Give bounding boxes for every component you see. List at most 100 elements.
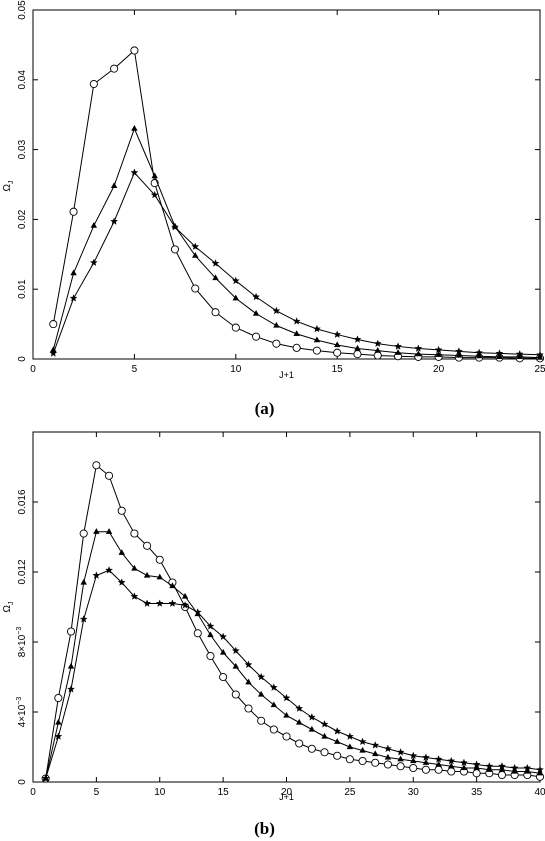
series-circle	[41, 461, 545, 783]
data-point	[475, 352, 483, 359]
data-point	[54, 732, 63, 740]
data-point	[396, 762, 405, 771]
data-point	[252, 292, 261, 301]
data-point	[206, 622, 215, 630]
data-point	[69, 294, 78, 302]
data-point	[80, 578, 87, 585]
data-point	[353, 335, 362, 343]
data-point	[131, 125, 138, 131]
data-point	[371, 741, 380, 749]
y-tick-label: 0.012	[17, 559, 28, 584]
data-point	[257, 672, 266, 681]
series-line	[52, 171, 541, 356]
data-point	[169, 582, 176, 589]
data-point	[245, 678, 252, 685]
data-point	[333, 738, 341, 744]
data-point	[92, 571, 101, 579]
series-line	[45, 464, 541, 779]
data-point	[536, 350, 544, 359]
data-point	[155, 599, 164, 607]
data-point	[333, 330, 342, 338]
data-point	[231, 276, 240, 285]
data-point	[333, 348, 342, 357]
data-point	[333, 751, 342, 760]
data-point	[193, 629, 202, 638]
data-point	[415, 350, 422, 357]
data-point	[54, 693, 63, 703]
data-point	[191, 242, 200, 250]
data-point	[422, 759, 430, 765]
data-point	[55, 718, 62, 725]
data-point	[252, 332, 261, 341]
data-point	[510, 763, 519, 772]
x-tick-label: 30	[408, 787, 420, 798]
data-point	[231, 323, 240, 332]
data-point	[292, 317, 301, 325]
data-point	[414, 344, 423, 352]
data-point	[232, 294, 240, 301]
data-point	[41, 774, 50, 782]
data-point	[105, 528, 113, 534]
data-point	[307, 713, 316, 721]
y-tick-exponent: −3	[16, 697, 23, 705]
data-point	[283, 711, 290, 718]
data-point	[394, 349, 402, 355]
data-point	[295, 718, 303, 725]
series-line	[45, 531, 541, 779]
data-point	[206, 651, 215, 661]
data-point	[346, 743, 354, 750]
data-point	[320, 720, 329, 728]
x-tick-label: 0	[30, 364, 36, 375]
data-point	[269, 683, 278, 691]
data-point	[354, 344, 361, 351]
x-tick-label: 25	[534, 364, 545, 375]
data-point	[345, 732, 354, 740]
chart-panel-a: 0 5 10 15 20 25 0 0.01 0.02 0.03 0.04 0.05 J+1 ΩJ (a)	[2, 0, 545, 418]
data-point	[192, 252, 199, 258]
data-point	[497, 762, 506, 770]
x-tick-label: 10	[154, 787, 166, 798]
data-point	[384, 753, 392, 760]
data-point	[252, 310, 260, 316]
y-tick-label: 0.016	[17, 489, 28, 514]
data-point	[244, 704, 253, 713]
data-point	[373, 339, 382, 348]
data-point	[409, 763, 418, 773]
data-point	[486, 766, 493, 772]
x-tick-label: 25	[344, 787, 356, 798]
data-point	[130, 592, 139, 600]
data-point	[511, 767, 518, 774]
data-point	[151, 172, 158, 179]
data-point	[498, 766, 506, 772]
data-point	[191, 284, 200, 293]
data-point	[207, 631, 214, 638]
data-point	[374, 347, 381, 353]
data-point	[257, 690, 265, 697]
data-point	[435, 351, 442, 357]
data-point	[130, 529, 139, 538]
data-point	[434, 345, 443, 354]
data-point	[536, 769, 544, 776]
x-tick-label: 40	[534, 787, 545, 798]
data-point	[312, 346, 321, 355]
data-point	[435, 760, 442, 767]
y-tick-label: 0.02	[17, 209, 28, 229]
series-star	[49, 168, 544, 359]
data-point	[181, 601, 190, 609]
data-point	[373, 351, 382, 360]
data-point	[170, 245, 180, 254]
data-point	[308, 725, 316, 732]
panel-label: (b)	[254, 819, 275, 838]
data-point	[143, 599, 152, 607]
data-point	[313, 336, 321, 343]
data-point	[473, 764, 480, 771]
data-point	[93, 528, 100, 534]
data-point	[219, 648, 227, 655]
data-point	[383, 744, 392, 753]
data-point	[130, 46, 139, 55]
series-line	[52, 127, 541, 359]
x-tick-label: 0	[30, 787, 36, 798]
plot-frame	[32, 431, 541, 783]
data-point	[472, 760, 481, 768]
